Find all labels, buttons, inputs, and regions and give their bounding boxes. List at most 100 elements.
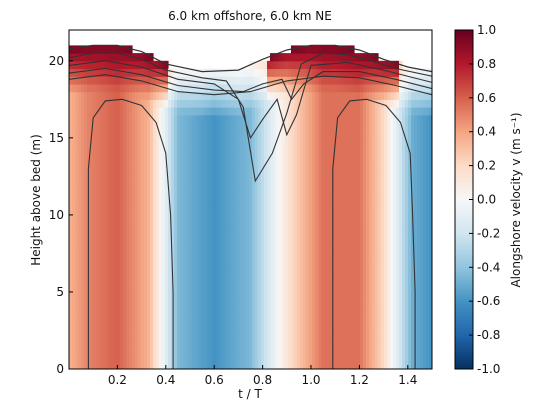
heatmap-cell [291, 338, 295, 347]
heatmap-cell [393, 145, 397, 154]
heatmap-cell [108, 261, 112, 270]
heatmap-cell [165, 245, 169, 255]
heatmap-cell [315, 114, 319, 124]
heatmap-cell [216, 207, 220, 216]
heatmap-cell [111, 76, 115, 85]
heatmap-cell [102, 168, 106, 177]
heatmap-cell [207, 361, 211, 369]
heatmap-cell [351, 114, 355, 124]
heatmap-cell [330, 207, 334, 216]
heatmap-cell [177, 114, 181, 124]
heatmap-cell [396, 214, 400, 224]
heatmap-cell [99, 107, 103, 116]
heatmap-cell [258, 76, 262, 85]
heatmap-cell [147, 338, 151, 347]
heatmap-cell [90, 353, 94, 362]
heatmap-cell [294, 107, 298, 116]
heatmap-cell [285, 199, 289, 208]
heatmap-cell [273, 168, 277, 177]
heatmap-cell [264, 268, 268, 278]
heatmap-cell [141, 330, 145, 339]
heatmap-cell [195, 130, 199, 139]
heatmap-cell [300, 261, 304, 270]
heatmap-cell [108, 107, 112, 116]
heatmap-cell [240, 268, 244, 278]
heatmap-cell [387, 291, 391, 301]
heatmap-cell [300, 114, 304, 124]
heatmap-cell [300, 345, 304, 355]
heatmap-cell [339, 353, 343, 362]
heatmap-cell [369, 114, 373, 124]
heatmap-cell [228, 299, 232, 308]
heatmap-cell [372, 338, 376, 347]
heatmap-cell [114, 76, 118, 85]
heatmap-cell [216, 284, 220, 293]
heatmap-cell [264, 91, 268, 100]
heatmap-cell [351, 130, 355, 139]
heatmap-cell [180, 353, 184, 362]
heatmap-cell [201, 114, 205, 124]
heatmap-cell [210, 191, 214, 201]
heatmap-cell [393, 361, 397, 369]
heatmap-cell [138, 53, 142, 62]
heatmap-cell [309, 315, 313, 324]
heatmap-cell [384, 91, 388, 100]
colorbar-tick-label: -1.0 [477, 362, 500, 376]
heatmap-cell [234, 168, 238, 177]
heatmap-cell [183, 145, 187, 154]
heatmap-cell [135, 107, 139, 116]
heatmap-cell [150, 345, 154, 355]
heatmap-cell [186, 145, 190, 154]
heatmap-cell [384, 160, 388, 170]
heatmap-cell [288, 330, 292, 339]
heatmap-cell [420, 222, 424, 231]
heatmap-cell [240, 114, 244, 124]
heatmap-cell [285, 160, 289, 170]
heatmap-cell [159, 353, 163, 362]
heatmap-cell [309, 238, 313, 247]
heatmap-cell [177, 199, 181, 208]
heatmap-cell [129, 122, 133, 131]
heatmap-cell [213, 68, 217, 77]
heatmap-cell [138, 291, 142, 301]
heatmap-cell [423, 338, 427, 347]
heatmap-cell [414, 137, 418, 147]
heatmap-cell [417, 276, 421, 285]
heatmap-cell [234, 83, 238, 93]
heatmap-cell [279, 291, 283, 301]
heatmap-cell [132, 230, 136, 239]
heatmap-cell [258, 207, 262, 216]
heatmap-cell [282, 76, 286, 85]
heatmap-cell [144, 207, 148, 216]
heatmap-cell [333, 345, 337, 355]
heatmap-cell [345, 261, 349, 270]
heatmap-cell [303, 137, 307, 147]
heatmap-cell [405, 253, 409, 262]
heatmap-cell [120, 322, 124, 332]
heatmap-cell [279, 145, 283, 154]
heatmap-cell [201, 99, 205, 108]
heatmap-cell [423, 315, 427, 324]
heatmap-cell [312, 345, 316, 355]
heatmap-cell [312, 199, 316, 208]
heatmap-cell [285, 222, 289, 231]
heatmap-cell [261, 122, 265, 131]
heatmap-cell [393, 222, 397, 231]
heatmap-cell [327, 361, 331, 369]
heatmap-cell [255, 207, 259, 216]
heatmap-cell [111, 137, 115, 147]
heatmap-cell [261, 315, 265, 324]
heatmap-cell [147, 307, 151, 316]
heatmap-cell [267, 160, 271, 170]
heatmap-cell [222, 68, 226, 77]
heatmap-cell [285, 245, 289, 255]
heatmap-cell [387, 99, 391, 108]
heatmap-cell [180, 345, 184, 355]
heatmap-cell [69, 245, 73, 255]
heatmap-cell [165, 199, 169, 208]
heatmap-cell [300, 176, 304, 185]
heatmap-cell [75, 284, 79, 293]
heatmap-cell [159, 245, 163, 255]
heatmap-cell [282, 214, 286, 224]
heatmap-cell [309, 207, 313, 216]
